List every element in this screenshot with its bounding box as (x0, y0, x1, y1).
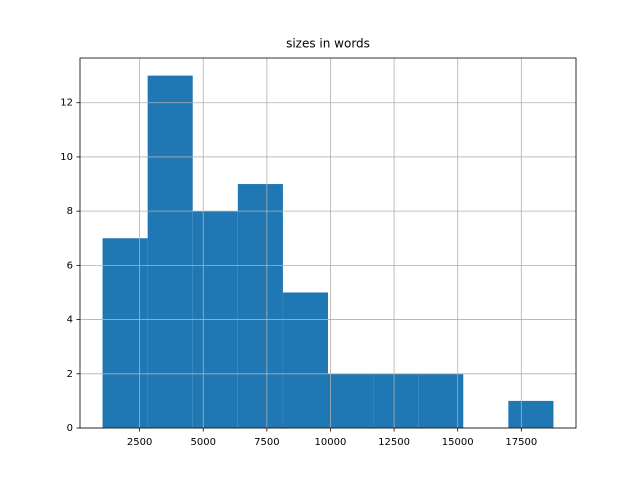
x-tick-label: 15000 (442, 437, 474, 448)
x-tick-label: 17500 (505, 437, 537, 448)
bar (328, 373, 374, 428)
bar (237, 184, 283, 428)
x-tick-label: 7500 (254, 437, 279, 448)
y-tick-label: 6 (67, 260, 73, 271)
plot-frame (79, 57, 577, 429)
y-tick-label: 4 (67, 315, 73, 326)
bar (508, 400, 554, 428)
x-tick-label: 12500 (378, 437, 410, 448)
bar (147, 75, 193, 428)
y-tick-label: 10 (60, 152, 73, 163)
bar (418, 373, 464, 428)
x-tick-label: 2500 (127, 437, 152, 448)
chart-title: sizes in words (286, 37, 370, 51)
y-tick-label: 0 (67, 423, 73, 434)
x-tick-label: 10000 (315, 437, 347, 448)
bar (373, 373, 419, 428)
bar (102, 238, 148, 428)
y-tick-label: 12 (60, 98, 73, 109)
x-tick-label: 5000 (191, 437, 216, 448)
bar (282, 292, 328, 428)
y-tick-label: 2 (67, 369, 73, 380)
y-tick-label: 8 (67, 206, 73, 217)
